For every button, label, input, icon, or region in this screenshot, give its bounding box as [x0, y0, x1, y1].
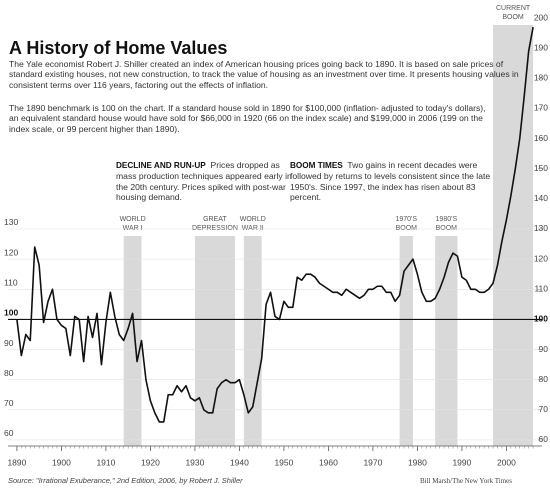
credit: Bill Marsh/The New York Times [420, 477, 512, 485]
annotation-text: Two gains in recent decades were followe… [290, 160, 491, 203]
x-tick-label: 1950 [274, 457, 293, 467]
y2-tick-label: 190 [534, 42, 548, 52]
y2-tick-label: 140 [534, 193, 548, 203]
x-tick-label: 1890 [7, 457, 26, 467]
y-tick-label: 110 [4, 278, 18, 288]
y2-tick-label: 160 [534, 133, 548, 143]
x-tick-label: 1940 [230, 457, 249, 467]
x-tick-label: 2000 [497, 457, 516, 467]
period-label: WAR I [123, 225, 143, 232]
y2-tick-label: 120 [534, 253, 548, 263]
intro-paragraph: The 1890 benchmark is 100 on the chart. … [9, 103, 486, 134]
period-label: 1970'S [395, 216, 417, 223]
annotation-text: Prices dropped as mass production techni… [116, 160, 292, 203]
source: Source: "Irrational Exuberance," 2nd Edi… [8, 476, 243, 485]
annotation: BOOM TIMES Two gains in recent decades w… [290, 160, 500, 203]
y2-tick-label: 130 [534, 223, 548, 233]
y2-tick-label: 150 [534, 163, 548, 173]
y-tick-label: 60 [4, 428, 14, 438]
x-tick-label: 1990 [452, 457, 471, 467]
y2-tick-label: 90 [539, 344, 549, 354]
x-tick-label: 1980 [408, 457, 427, 467]
y-tick-label: 90 [4, 338, 14, 348]
shaded-period [123, 236, 142, 446]
period-label: BOOM [396, 225, 418, 232]
y-tick-label: 70 [4, 398, 14, 408]
y2-tick-label: 80 [539, 374, 549, 384]
period-label: 1980'S [436, 216, 458, 223]
period-label: BOOM [502, 14, 524, 21]
y2-tick-label: 60 [539, 434, 549, 444]
annotation-heading: DECLINE AND RUN-UP [116, 161, 206, 170]
y-tick-label: 120 [4, 247, 18, 257]
shaded-period [194, 236, 235, 446]
period-label: WORLD [120, 216, 146, 223]
period-label: GREAT [203, 216, 227, 223]
x-tick-label: 1930 [185, 457, 204, 467]
y2-tick-label: 70 [539, 404, 549, 414]
shaded-period [399, 236, 413, 446]
x-tick-label: 1920 [141, 457, 160, 467]
y2-tick-label: 170 [534, 103, 548, 113]
annotation-heading: BOOM TIMES [290, 161, 343, 170]
x-tick-label: 1970 [363, 457, 382, 467]
y2-tick-label: 110 [534, 284, 548, 294]
y-tick-label: 100 [4, 308, 18, 318]
intro-paragraph: The Yale economist Robert J. Shiller cre… [9, 59, 519, 90]
shaded-period [493, 25, 534, 446]
y2-tick-label: 180 [534, 73, 548, 83]
index-line [16, 26, 534, 423]
period-label: CURRENT [496, 5, 531, 12]
x-tick-label: 1900 [52, 457, 71, 467]
shaded-period [243, 236, 262, 446]
period-label: WORLD [240, 216, 266, 223]
annotation: DECLINE AND RUN-UP Prices dropped as mas… [116, 160, 296, 203]
period-label: WAR II [242, 225, 264, 232]
period-label: DEPRESSION [192, 225, 238, 232]
y-tick-label: 80 [4, 368, 14, 378]
y2-tick-label: 100 [534, 314, 548, 324]
y-tick-label: 130 [4, 217, 18, 227]
title: A History of Home Values [9, 38, 228, 58]
x-tick-label: 1960 [319, 457, 338, 467]
x-tick-label: 1910 [96, 457, 115, 467]
y2-tick-label: 200 [534, 12, 548, 22]
period-label: BOOM [436, 225, 458, 232]
